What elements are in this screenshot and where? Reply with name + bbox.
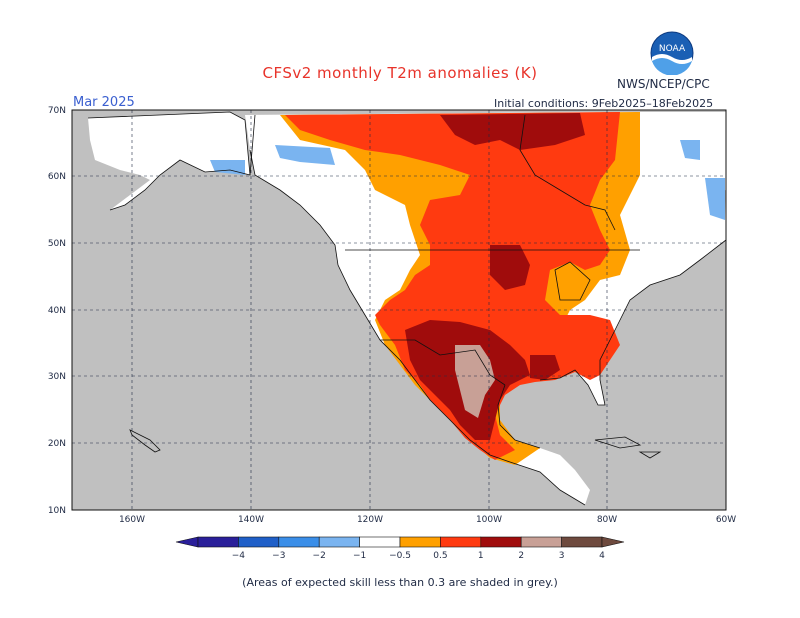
lat-label: 70N <box>48 106 66 116</box>
colorbar-tick-label: 2 <box>518 551 524 561</box>
colorbar-swatch <box>440 536 482 548</box>
logo-text: NOAA <box>659 44 686 54</box>
lon-label: 140W <box>238 515 264 525</box>
land-alaska <box>88 112 250 210</box>
colorbar-tick-label: −1 <box>353 551 366 561</box>
lat-label: 10N <box>48 506 66 516</box>
lat-label: 20N <box>48 439 66 449</box>
coastlines <box>87 111 727 506</box>
lon-label: 120W <box>357 515 383 525</box>
lon-label: 160W <box>119 515 145 525</box>
map-title: CFSv2 monthly T2m anomalies (K) <box>262 64 538 82</box>
longitude-labels: 160W 140W 120W 100W 80W 60W <box>119 515 736 525</box>
colorbar: −4 −3 −2 −1 −0.5 0.5 1 2 3 4 <box>175 536 625 561</box>
colorbar-tick-label: 3 <box>559 551 565 561</box>
colorbar-tick-label: −2 <box>313 551 326 561</box>
lat-label: 60N <box>48 172 66 182</box>
colorbar-swatch <box>561 536 603 548</box>
colorbar-swatch <box>197 536 239 548</box>
colorbar-swatch <box>318 536 360 548</box>
anomaly-neg-0p5-neg-1-ne <box>705 178 725 220</box>
colorbar-swatch <box>520 536 562 548</box>
lat-label: 40N <box>48 306 66 316</box>
colorbar-swatch <box>278 536 320 548</box>
anomaly-2-3 <box>440 113 585 150</box>
colorbar-tick-label: −0.5 <box>389 551 411 561</box>
colorbar-swatch <box>399 536 441 548</box>
skill-footnote: (Areas of expected skill less than 0.3 a… <box>242 576 558 589</box>
lon-label: 100W <box>476 515 502 525</box>
anomaly-2-3-southeast <box>530 355 560 380</box>
colorbar-swatch <box>480 536 522 548</box>
lon-label: 60W <box>716 515 736 525</box>
forecast-month: Mar 2025 <box>73 95 135 110</box>
lat-label: 50N <box>48 239 66 249</box>
colorbar-arrow-left <box>175 536 199 548</box>
initial-conditions: Initial conditions: 9Feb2025–18Feb2025 <box>494 97 714 110</box>
anomaly-2-3-plains <box>490 245 530 290</box>
colorbar-tick-label: −4 <box>232 551 246 561</box>
map-frame <box>71 109 727 511</box>
land-greenland <box>620 112 726 195</box>
colorbar-tick-label: −3 <box>272 551 285 561</box>
anomaly-neg-0p5-neg-1-labrador <box>680 140 700 160</box>
colorbar-tick-label: 1 <box>478 551 484 561</box>
colorbar-arrow-right <box>601 536 625 548</box>
agency-label: NWS/NCEP/CPC <box>617 77 710 91</box>
anomaly-neg-0p5-neg-1-yukon <box>275 145 335 165</box>
lon-label: 80W <box>597 515 617 525</box>
noaa-logo: NOAA <box>650 31 694 75</box>
latitude-labels: 70N 60N 50N 40N 30N 20N 10N <box>48 106 66 516</box>
graticule <box>72 110 726 510</box>
colorbar-tick-label: 4 <box>599 551 605 561</box>
colorbar-swatch <box>359 536 401 548</box>
colorbar-tick-label: 0.5 <box>433 551 447 561</box>
colorbar-swatch <box>238 536 280 548</box>
lat-label: 30N <box>48 372 66 382</box>
anomaly-3-4 <box>455 345 495 418</box>
